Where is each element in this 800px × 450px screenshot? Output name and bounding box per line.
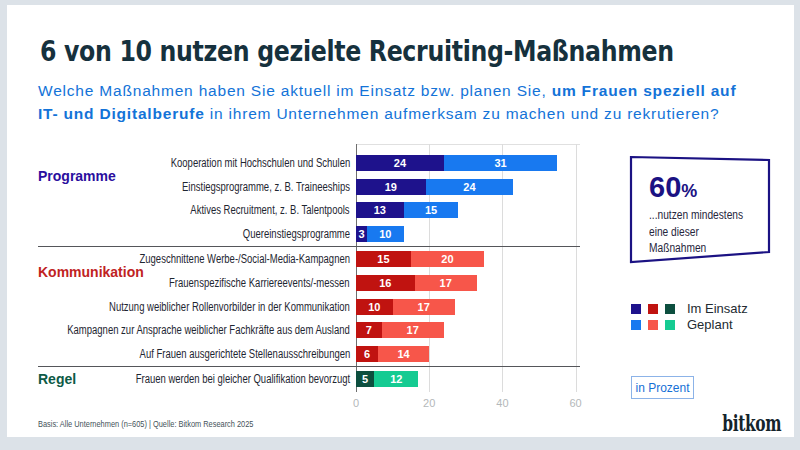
bar-segment-geplant: 14 [378,346,429,362]
unit-label: in Prozent [631,376,694,399]
chart-row: Kooperation mit Hochschulen und Schulen 2… [38,151,580,175]
chart-row: Nutzung weiblicher Rollenvorbilder in de… [38,295,580,319]
stacked-bar: 1017 [356,299,455,315]
group-label-programme: Programme [38,168,116,184]
callout-description: ...nutzen mindestens eine dieser Maßnahm… [649,207,753,257]
chart-top-border [356,144,580,145]
legend-swatch [665,304,675,314]
stacked-bar: 614 [356,346,429,362]
bitkom-logo: bitkom [722,410,781,436]
callout-number: 60% [649,171,697,204]
bar-segment-im_einsatz: 10 [356,299,393,315]
chart-row: Kampagnen zur Ansprache weiblicher Fachk… [38,319,580,343]
legend-label: Geplant [687,317,733,332]
row-label: Frauen werden bei gleicher Qualifikation… [136,372,350,386]
chart-row: Frauen werden bei gleicher Qualifikation… [38,367,580,391]
bar-segment-geplant: 10 [367,226,404,242]
legend-swatch [648,304,658,314]
chart-row: Aktives Recruitment, z. B. Talentpools 13… [38,199,580,223]
bar-segment-geplant: 17 [393,299,455,315]
bar-segment-geplant: 31 [444,155,557,171]
bar-segment-im_einsatz: 5 [356,371,374,387]
bar-segment-im_einsatz: 15 [356,251,411,267]
legend-swatch [665,320,675,330]
bar-segment-im_einsatz: 6 [356,346,378,362]
row-label: Einstiegsprogramme, z. B. Traineeships [182,180,350,194]
stacked-bar: 2431 [356,155,557,171]
chart-row: Auf Frauen ausgerichtete Stellenausschre… [38,342,580,366]
x-tick-label: 40 [496,397,508,409]
x-tick-label: 20 [423,397,435,409]
row-label: Frauenspezifische Karriereevents/-messen [169,276,350,290]
source-note: Basis: Alle Unternehmen (n=605) | Quelle… [38,418,253,429]
group-label-kommunikation: Kommunikation [38,264,144,280]
bar-segment-im_einsatz: 16 [356,275,415,291]
legend-swatch [648,320,658,330]
stacked-bar: 512 [356,371,418,387]
chart-row: Einstiegsprogramme, z. B. Traineeships 19… [38,175,580,199]
x-tick-label: 60 [569,397,581,409]
group-label-regel: Regel [38,371,76,387]
bar-segment-geplant: 15 [404,202,459,218]
stacked-bar: 1520 [356,251,484,267]
stacked-bar: 1617 [356,275,477,291]
bar-segment-geplant: 24 [426,179,514,195]
bar-segment-geplant: 17 [382,322,444,338]
legend-label: Im Einsatz [687,301,748,316]
legend: Im EinsatzGeplant [631,302,748,334]
legend-swatch [631,304,641,314]
row-label: Auf Frauen ausgerichtete Stellenausschre… [139,347,350,361]
stacked-bar: 1924 [356,179,513,195]
bar-segment-im_einsatz: 24 [356,155,444,171]
row-label: Nutzung weiblicher Rollenvorbilder in de… [109,300,350,314]
bar-segment-im_einsatz: 7 [356,322,382,338]
stacked-bar: 310 [356,226,404,242]
legend-row: Im Einsatz [631,302,748,315]
bar-segment-im_einsatz: 3 [356,226,367,242]
row-label: Kooperation mit Hochschulen und Schulen [170,156,350,170]
subtitle: Welche Maßnahmen haben Sie aktuell im Ei… [38,80,736,125]
bar-segment-im_einsatz: 13 [356,202,404,218]
legend-row: Geplant [631,318,748,331]
row-label: Kampagnen zur Ansprache weiblicher Fachk… [67,323,350,337]
bar-segment-geplant: 12 [374,371,418,387]
row-label: Quereinstiegsprogramme [243,227,350,241]
bar-segment-geplant: 17 [415,275,477,291]
stacked-bar: 717 [356,322,444,338]
bar-segment-geplant: 20 [411,251,484,267]
row-label: Aktives Recruitment, z. B. Talentpools [191,203,350,217]
bar-segment-im_einsatz: 19 [356,179,426,195]
legend-swatch [631,320,641,330]
x-tick-label: 0 [353,397,359,409]
page-title: 6 von 10 nutzen gezielte Recruiting-Maßn… [40,38,674,67]
bar-chart: Kooperation mit Hochschulen und Schulen 2… [38,151,580,392]
row-label: Zugeschnittene Werbe-/Social-Media-Kampa… [139,252,350,266]
stacked-bar: 1315 [356,202,458,218]
chart-row: Quereinstiegsprogramme 310 [38,222,580,246]
